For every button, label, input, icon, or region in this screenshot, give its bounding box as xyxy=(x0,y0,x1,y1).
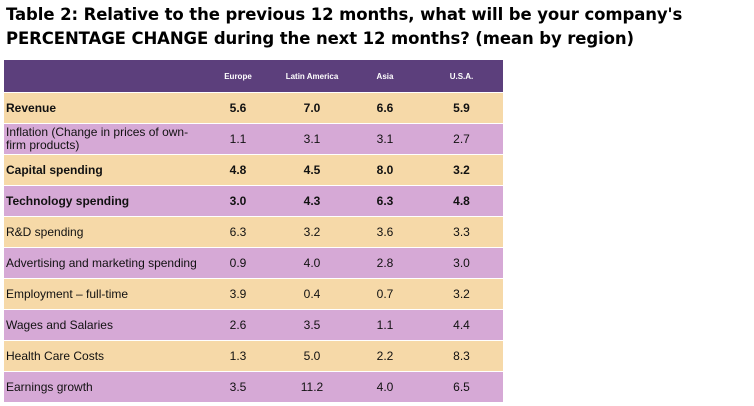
data-table: Europe Latin America Asia U.S.A. Revenue 5.6… xyxy=(4,60,503,402)
table-row: Employment – full-time 3.9 0.4 0.7 3.2 xyxy=(4,278,503,310)
header-cell xyxy=(4,60,202,93)
row-label: Wages and Salaries xyxy=(4,309,202,341)
cell: 4.4 xyxy=(420,309,503,341)
row-label: Technology spending xyxy=(4,185,202,217)
table-row: Wages and Salaries 2.6 3.5 1.1 4.4 xyxy=(4,309,503,341)
row-label: Inflation (Change in prices of own-firm … xyxy=(4,123,202,155)
cell: 1.3 xyxy=(202,340,274,372)
cell: 3.0 xyxy=(202,185,274,217)
cell: 0.9 xyxy=(202,247,274,279)
table-row: Revenue 5.6 7.0 6.6 5.9 xyxy=(4,92,503,124)
cell: 3.5 xyxy=(274,309,350,341)
row-label: Capital spending xyxy=(4,154,202,186)
cell: 6.6 xyxy=(350,92,420,124)
cell: 5.6 xyxy=(202,92,274,124)
table-row: Earnings growth 3.5 11.2 4.0 6.5 xyxy=(4,371,503,402)
cell: 3.1 xyxy=(350,123,420,155)
column-header: Asia xyxy=(350,60,420,93)
row-label: Advertising and marketing spending xyxy=(4,247,202,279)
cell: 1.1 xyxy=(202,123,274,155)
table-row: Health Care Costs 1.3 5.0 2.2 8.3 xyxy=(4,340,503,372)
cell: 0.7 xyxy=(350,278,420,310)
cell: 2.7 xyxy=(420,123,503,155)
cell: 3.3 xyxy=(420,216,503,248)
cell: 5.9 xyxy=(420,92,503,124)
cell: 6.3 xyxy=(350,185,420,217)
title: Table 2: Relative to the previous 12 mon… xyxy=(6,5,683,24)
table-row: Technology spending 3.0 4.3 6.3 4.8 xyxy=(4,185,503,217)
cell: 0.4 xyxy=(274,278,350,310)
cell: 2.6 xyxy=(202,309,274,341)
cell: 2.2 xyxy=(350,340,420,372)
row-label: Revenue xyxy=(4,92,202,124)
cell: 3.2 xyxy=(420,278,503,310)
cell: 3.6 xyxy=(350,216,420,248)
header-row: Europe Latin America Asia U.S.A. xyxy=(4,60,503,93)
column-header: U.S.A. xyxy=(420,60,503,93)
column-header: Europe xyxy=(202,60,274,93)
cell: 11.2 xyxy=(274,371,350,402)
title: PERCENTAGE CHANGE during the next 12 mon… xyxy=(6,29,634,48)
cell: 3.5 xyxy=(202,371,274,402)
cell: 4.5 xyxy=(274,154,350,186)
cell: 8.0 xyxy=(350,154,420,186)
cell: 5.0 xyxy=(274,340,350,372)
cell: 1.1 xyxy=(350,309,420,341)
cell: 7.0 xyxy=(274,92,350,124)
row-label: R&D spending xyxy=(4,216,202,248)
cell: 3.2 xyxy=(420,154,503,186)
cell: 6.5 xyxy=(420,371,503,402)
cell: 3.2 xyxy=(274,216,350,248)
table-row: R&D spending 6.3 3.2 3.6 3.3 xyxy=(4,216,503,248)
table-row: Advertising and marketing spending 0.9 4.0… xyxy=(4,247,503,279)
cell: 4.8 xyxy=(420,185,503,217)
row-label: Health Care Costs xyxy=(4,340,202,372)
cell: 8.3 xyxy=(420,340,503,372)
cell: 4.8 xyxy=(202,154,274,186)
cell: 4.0 xyxy=(350,371,420,402)
column-header: Latin America xyxy=(274,60,350,93)
row-label: Earnings growth xyxy=(4,371,202,402)
cell: 4.0 xyxy=(274,247,350,279)
cell: 3.1 xyxy=(274,123,350,155)
cell: 3.0 xyxy=(420,247,503,279)
cell: 6.3 xyxy=(202,216,274,248)
cell: 3.9 xyxy=(202,278,274,310)
cell: 4.3 xyxy=(274,185,350,217)
row-label: Employment – full-time xyxy=(4,278,202,310)
cell: 2.8 xyxy=(350,247,420,279)
table-row: Inflation (Change in prices of own-firm … xyxy=(4,123,503,155)
table-row: Capital spending 4.8 4.5 8.0 3.2 xyxy=(4,154,503,186)
